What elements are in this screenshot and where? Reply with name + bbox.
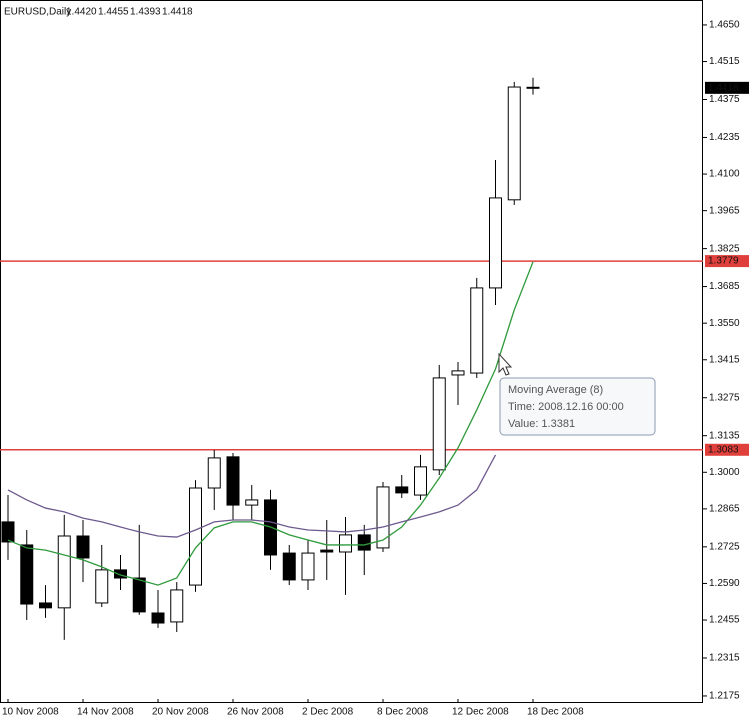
x-tick-label: 20 Nov 2008 <box>152 707 209 718</box>
candle-body <box>451 370 465 376</box>
x-tick-label: 14 Nov 2008 <box>77 707 134 718</box>
tooltip-time: Time: 2008.12.16 00:00 <box>508 401 624 413</box>
candle-body <box>226 456 240 506</box>
y-tick-label: 1.4515 <box>709 56 740 67</box>
level-label: 1.3779 <box>708 256 739 267</box>
candle-body <box>1 521 15 543</box>
candle-body <box>245 499 259 506</box>
candle-body <box>414 466 427 496</box>
moving-average-line <box>7 454 497 538</box>
y-tick-label: 1.2175 <box>709 691 740 702</box>
last-price-box <box>705 81 749 94</box>
candle-body <box>357 534 371 551</box>
level-label: 1.3083 <box>708 444 739 455</box>
ohlc-low: 1.4393 <box>130 7 161 18</box>
candle-body <box>470 287 484 374</box>
tooltip-box <box>499 377 656 436</box>
ohlc-open: 1.4420 <box>66 7 97 18</box>
candle-body <box>395 486 409 494</box>
y-tick-label: 1.3685 <box>709 281 740 292</box>
candle-body <box>151 612 165 624</box>
x-tick-label: 2 Dec 2008 <box>302 707 354 718</box>
candle-body <box>320 549 334 553</box>
candle-body <box>489 197 502 289</box>
candle-body <box>207 457 221 489</box>
y-tick-label: 1.3415 <box>709 354 740 365</box>
y-tick-label: 1.4100 <box>709 169 740 180</box>
last-price-label: 1.4418 <box>708 82 739 93</box>
candle-body <box>339 534 352 553</box>
candle-body <box>57 535 71 609</box>
mouse-cursor <box>498 352 513 376</box>
ohlc-close: 1.4418 <box>162 7 193 18</box>
y-tick-label: 1.3825 <box>709 243 740 254</box>
y-tick-label: 1.4650 <box>709 20 740 31</box>
y-tick-label: 1.4375 <box>709 94 740 105</box>
candle-body <box>170 589 184 623</box>
moving-average-line <box>7 261 534 586</box>
level-box <box>705 443 749 456</box>
tooltip: Moving Average (8) Time: 2008.12.16 00:0… <box>499 377 656 436</box>
y-tick-label: 1.3135 <box>709 430 740 441</box>
level-box <box>705 255 749 268</box>
candle-body <box>432 377 446 471</box>
y-tick-label: 1.3550 <box>709 318 740 329</box>
candle-body <box>189 487 202 586</box>
x-tick-label: 18 Dec 2008 <box>527 707 584 718</box>
candle-body <box>114 569 127 579</box>
tooltip-title: Moving Average (8) <box>508 384 603 396</box>
candle-body <box>301 552 315 581</box>
x-tick-label: 8 Dec 2008 <box>377 707 429 718</box>
tooltip-value: Value: 1.3381 <box>508 418 575 430</box>
candle-body <box>39 602 52 609</box>
candle-body <box>526 86 540 89</box>
ohlc-high: 1.4455 <box>98 7 129 18</box>
candle-body <box>20 544 34 605</box>
y-tick-label: 1.2455 <box>709 615 740 626</box>
x-tick-label: 12 Dec 2008 <box>452 707 509 718</box>
x-tick-label: 10 Nov 2008 <box>2 707 59 718</box>
y-tick-label: 1.2865 <box>709 504 740 515</box>
candle-body <box>507 86 521 201</box>
candle-body <box>95 569 109 604</box>
plot: 1.4650 1.4515 1.4375 1.4235 1.4100 1.3965 1.38… <box>0 20 749 718</box>
plot-frame <box>0 0 703 703</box>
candle-body <box>132 577 146 613</box>
y-tick-label: 1.4235 <box>709 132 740 143</box>
y-tick-label: 1.3965 <box>709 205 740 216</box>
y-tick-label: 1.2725 <box>709 541 740 552</box>
candle-body <box>282 552 296 581</box>
candle-body <box>76 535 90 559</box>
chart-symbol: EURUSD,Daily <box>4 7 71 18</box>
x-tick-label: 26 Nov 2008 <box>227 707 284 718</box>
y-tick-label: 1.3275 <box>709 392 740 403</box>
y-tick-label: 1.2315 <box>709 653 740 664</box>
y-tick-label: 1.2590 <box>709 578 740 589</box>
candle-body <box>376 486 390 549</box>
y-tick-label: 1.3000 <box>709 467 740 478</box>
